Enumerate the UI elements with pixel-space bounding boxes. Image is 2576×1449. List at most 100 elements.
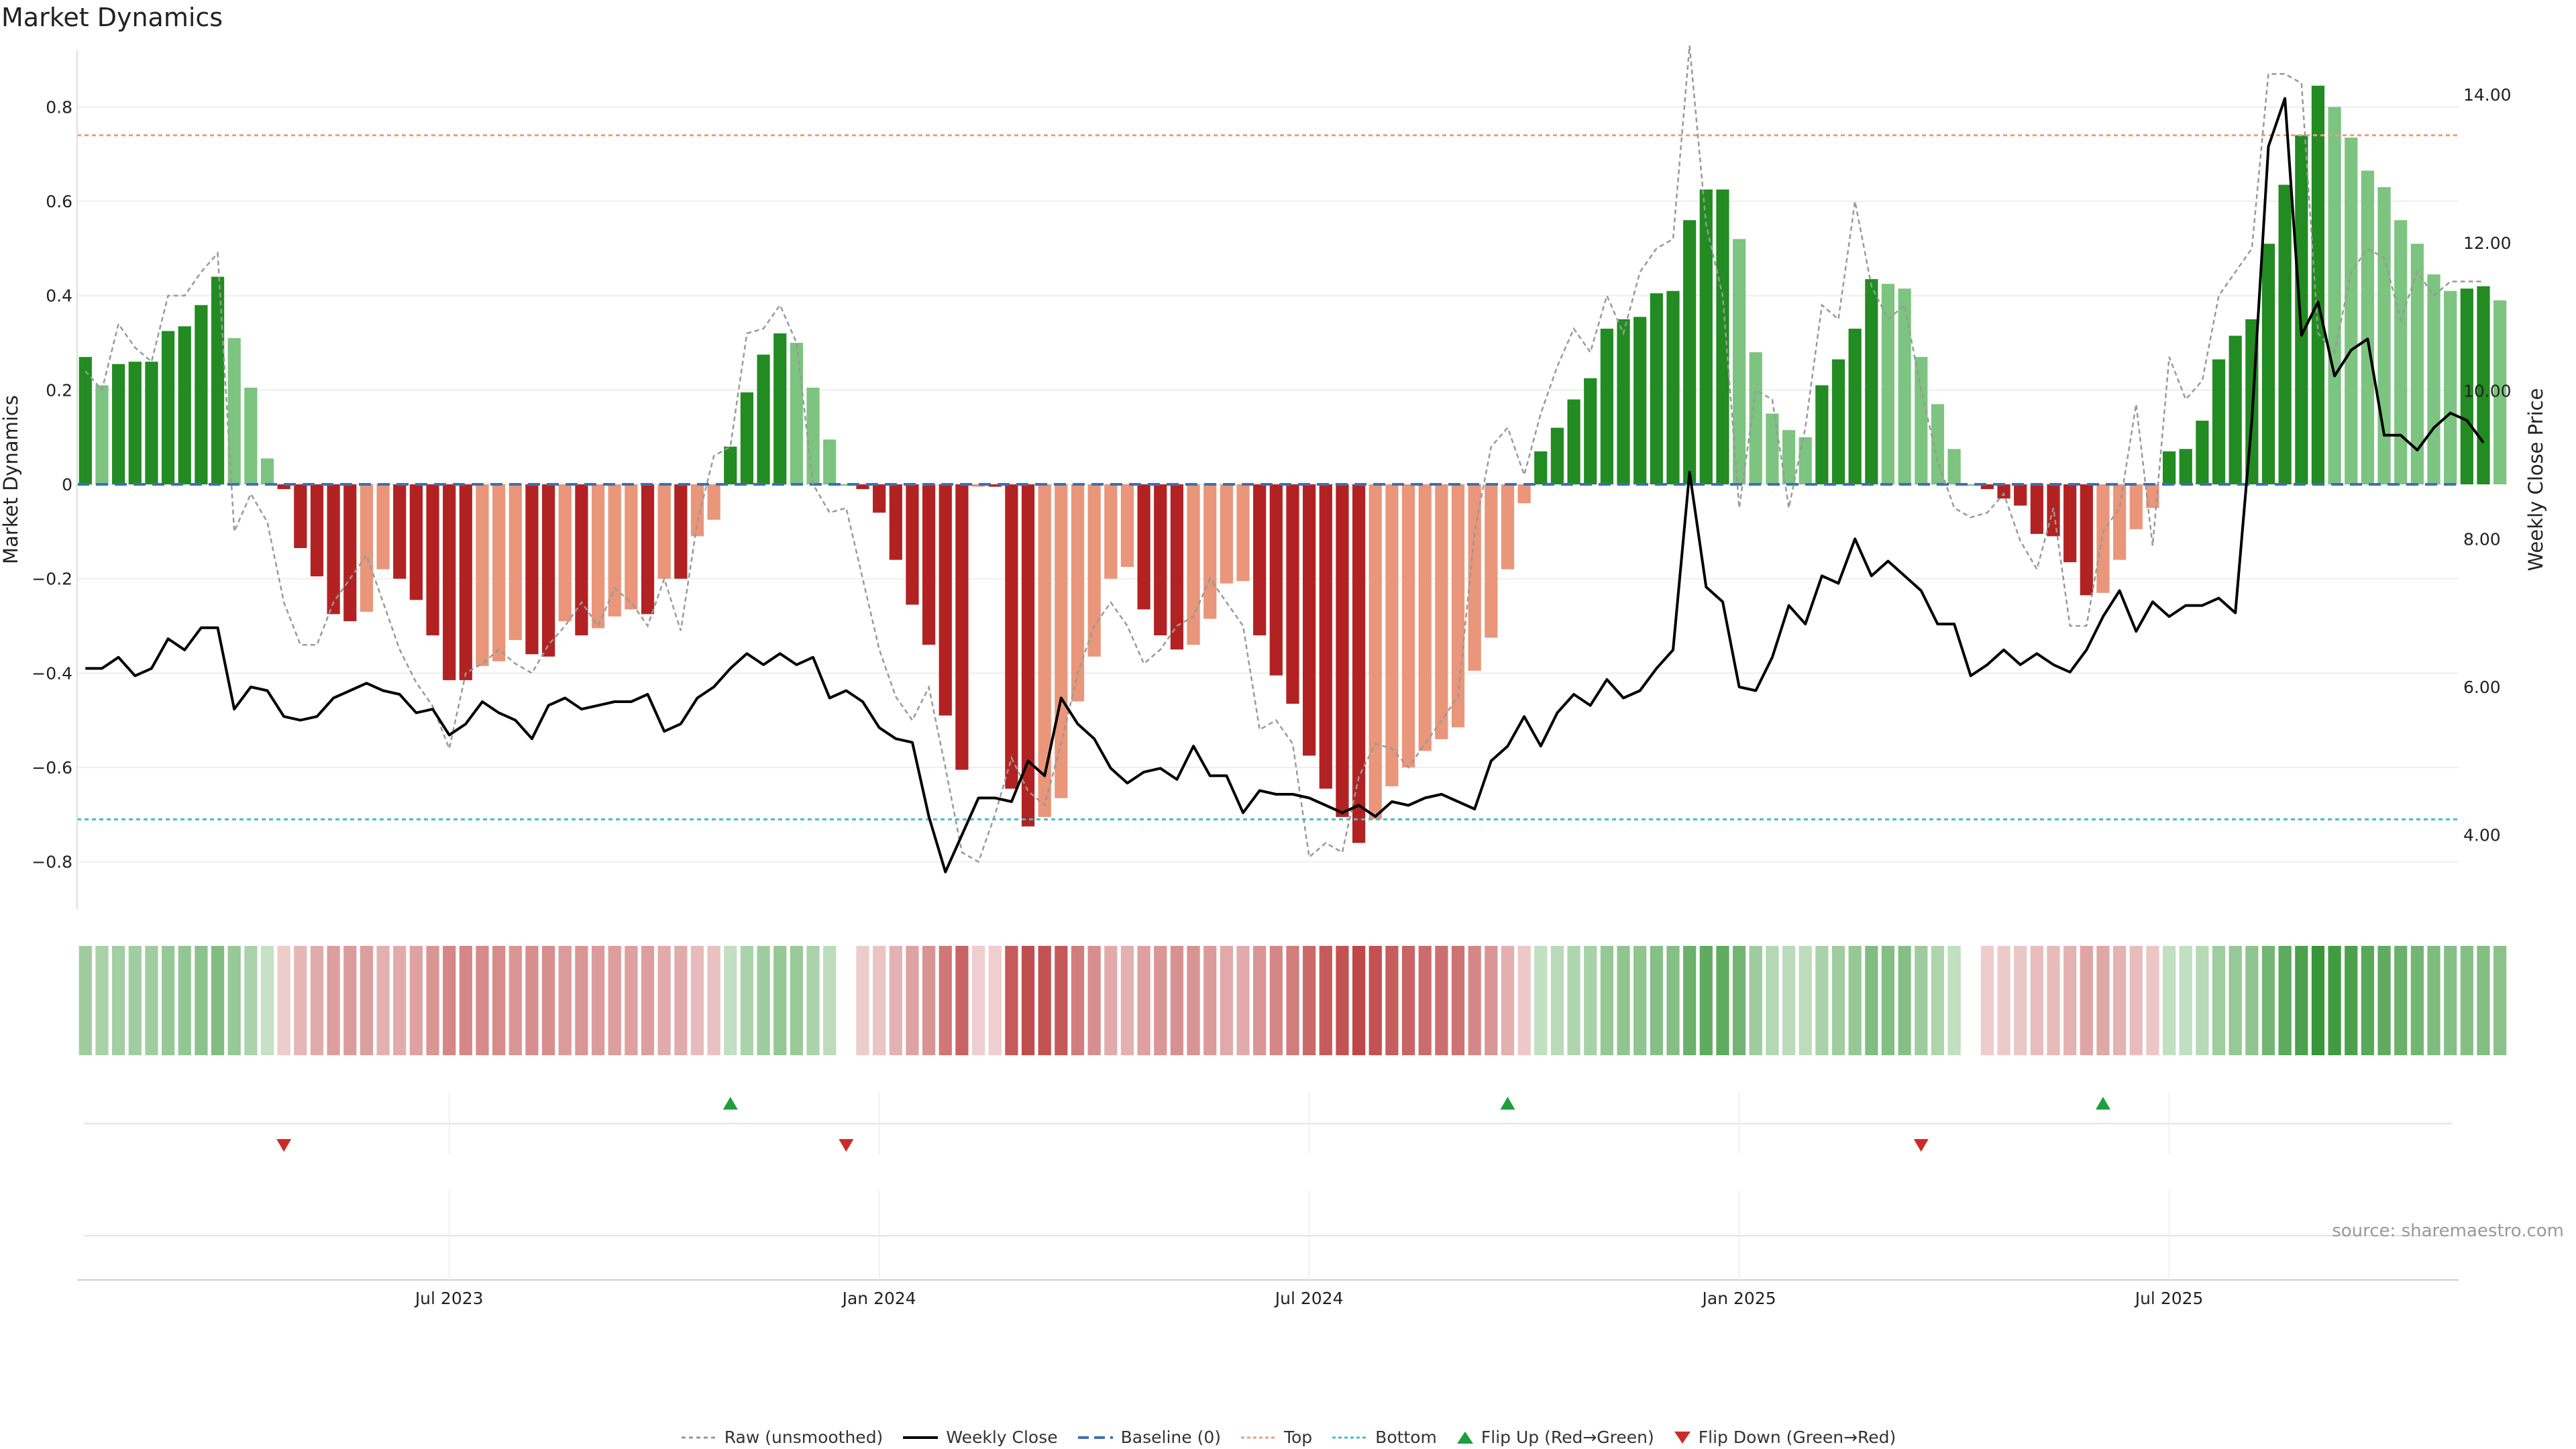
heat-cell — [1749, 946, 1762, 1055]
bar — [211, 276, 225, 485]
bar — [2096, 484, 2110, 593]
axes-layer: −0.8 −0.6 −0.4 −0.2 0 0.2 0.4 0.6 0.8 4.00 6.00 8.0… — [0, 50, 2547, 1308]
heat-cell — [310, 946, 324, 1055]
bar — [1898, 288, 1911, 485]
bar — [625, 484, 638, 610]
flip-down-marker — [1913, 1139, 1929, 1152]
heat-cell — [2080, 946, 2093, 1055]
bar — [525, 484, 539, 655]
legend-item-top[interactable]: Top — [1240, 1428, 1312, 1447]
heat-cell — [856, 946, 869, 1055]
bar — [1732, 239, 1746, 485]
heat-cell — [1087, 946, 1101, 1055]
heat-cell — [409, 946, 423, 1055]
y2-axis-title: Weekly Close Price — [2524, 388, 2547, 572]
legend-item-raw[interactable]: Raw (unsmoothed) — [680, 1428, 883, 1447]
heat-cell — [2113, 946, 2127, 1055]
legend-item-bottom[interactable]: Bottom — [1331, 1428, 1437, 1447]
heat-cell — [1584, 946, 1597, 1055]
bar — [1418, 484, 1432, 751]
heat-cell — [641, 946, 655, 1055]
bar — [1451, 484, 1465, 728]
bar — [1600, 328, 1613, 485]
heat-cell — [1550, 946, 1564, 1055]
bar — [2410, 244, 2424, 485]
legend: Raw (unsmoothed) Weekly Close Baseline (… — [0, 1428, 2576, 1447]
heat-cell — [1980, 946, 1994, 1055]
legend-label-flip-down: Flip Down (Green→Red) — [1698, 1428, 1896, 1447]
heat-cell — [1120, 946, 1134, 1055]
legend-item-flip-up[interactable]: Flip Up (Red→Green) — [1456, 1428, 1654, 1447]
bar — [823, 439, 837, 485]
bar — [409, 484, 423, 600]
bar — [1303, 484, 1316, 756]
chart-title: Market Dynamics — [1, 3, 223, 32]
heat-cell — [1881, 946, 1895, 1055]
heat-cell — [1385, 946, 1399, 1055]
flip-up-marker — [2095, 1097, 2110, 1110]
bar — [2394, 220, 2408, 485]
heat-cell — [1517, 946, 1531, 1055]
bar — [1931, 404, 1945, 485]
heat-cell — [2328, 946, 2341, 1055]
raw-line-icon — [681, 1436, 716, 1438]
heat-cell — [1220, 946, 1233, 1055]
legend-item-baseline[interactable]: Baseline (0) — [1077, 1428, 1221, 1447]
bar — [1286, 484, 1299, 704]
bar — [1401, 484, 1415, 768]
bar — [1385, 484, 1399, 787]
bar — [2030, 484, 2043, 534]
bar — [873, 484, 886, 513]
y2-tick-label: 12.00 — [2463, 233, 2512, 253]
bar — [343, 484, 357, 621]
bar — [508, 484, 522, 641]
heat-cell — [1567, 946, 1580, 1055]
y2-tick-label: 4.00 — [2463, 826, 2501, 845]
x-tick-label: Jul 2025 — [2134, 1289, 2204, 1308]
bar — [806, 387, 820, 485]
heat-cell — [178, 946, 191, 1055]
bar — [1220, 484, 1233, 584]
heat-cell — [707, 946, 720, 1055]
heat-cell — [674, 946, 688, 1055]
bar — [2311, 85, 2325, 485]
heat-cell — [78, 946, 92, 1055]
heat-cell — [1600, 946, 1613, 1055]
bar — [2361, 170, 2375, 485]
bar — [476, 484, 489, 666]
bar — [2179, 449, 2192, 485]
y-tick-label: 0.4 — [46, 286, 72, 306]
heat-cell — [1633, 946, 1647, 1055]
legend-item-flip-down[interactable]: Flip Down (Green→Red) — [1673, 1428, 1896, 1447]
heat-cell — [1947, 946, 1961, 1055]
heat-cell — [2377, 946, 2391, 1055]
bar — [773, 333, 787, 485]
bar — [1170, 484, 1184, 650]
bar — [575, 484, 588, 636]
heat-cell — [525, 946, 539, 1055]
bar — [839, 484, 853, 486]
heat-cell — [873, 946, 886, 1055]
y-tick-label: −0.2 — [32, 570, 72, 589]
bar — [1915, 357, 1928, 485]
legend-item-price[interactable]: Weekly Close — [902, 1428, 1058, 1447]
bar — [1666, 290, 1680, 485]
heat-cell — [1683, 946, 1697, 1055]
heat-cell — [1451, 946, 1465, 1055]
heat-cell — [1831, 946, 1845, 1055]
heat-cell — [823, 946, 837, 1055]
heat-cell — [1732, 946, 1746, 1055]
bar — [244, 387, 258, 485]
y-tick-label: 0 — [62, 475, 72, 494]
bar — [277, 484, 290, 490]
flip-markers-layer — [276, 1097, 2110, 1152]
heat-cell — [2394, 946, 2408, 1055]
legend-label-baseline: Baseline (0) — [1120, 1428, 1221, 1447]
heat-cell — [443, 946, 456, 1055]
bar — [906, 484, 919, 605]
flip-down-marker — [839, 1139, 854, 1152]
source-note: source: sharemaestro.com — [2332, 1221, 2564, 1241]
heat-cell — [1485, 946, 1498, 1055]
y2-tick-label: 6.00 — [2463, 678, 2501, 697]
heat-cell — [790, 946, 804, 1055]
